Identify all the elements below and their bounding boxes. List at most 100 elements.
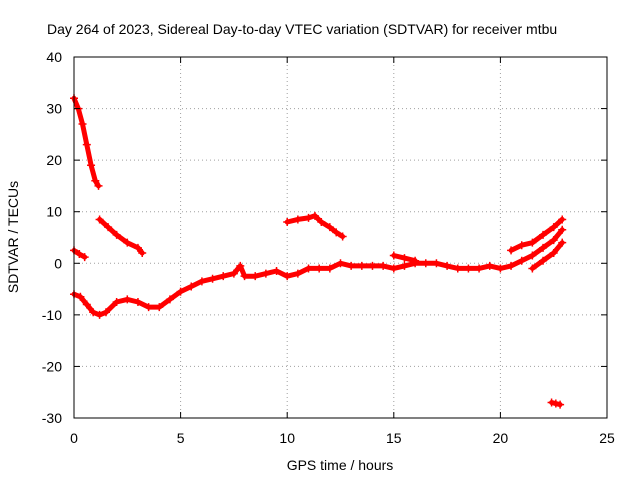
x-tick-label: 10 [279, 430, 295, 446]
data-point [138, 248, 147, 257]
data-point [496, 264, 505, 273]
chart-title: Day 264 of 2023, Sidereal Day-to-day VTE… [47, 21, 557, 37]
data-point [475, 264, 484, 273]
data-point [89, 308, 98, 317]
series-arc-3 [95, 215, 147, 257]
data-point [347, 261, 356, 270]
data-point [95, 310, 104, 319]
data-point [539, 243, 548, 252]
x-tick-label: 15 [386, 430, 402, 446]
data-point [187, 282, 196, 291]
data-point [283, 272, 292, 281]
y-tick-label: 0 [54, 255, 62, 271]
data-point [528, 251, 537, 260]
data-point [332, 228, 341, 237]
data-points [70, 94, 567, 409]
y-axis-label: SDTVAR / TECUs [5, 181, 21, 293]
series-arc-2 [70, 246, 89, 262]
data-point [94, 181, 103, 190]
x-tick-label: 25 [599, 430, 615, 446]
data-point [357, 261, 366, 270]
data-point [123, 238, 132, 247]
data-point [208, 274, 217, 283]
data-point [549, 248, 558, 257]
y-tick-label: 20 [46, 152, 62, 168]
data-point [317, 218, 326, 227]
x-tick-label: 0 [70, 430, 78, 446]
data-point [539, 256, 548, 265]
data-point [507, 261, 516, 270]
data-point [144, 303, 153, 312]
data-point [549, 236, 558, 245]
data-point [315, 264, 324, 273]
y-tick-label: -20 [42, 358, 62, 374]
data-point [176, 287, 185, 296]
data-point [336, 259, 345, 268]
data-point [91, 176, 100, 185]
data-point [95, 215, 104, 224]
data-point [539, 230, 548, 239]
data-point [240, 272, 249, 281]
data-point [528, 264, 537, 273]
data-point [507, 246, 516, 255]
y-tick-label: 10 [46, 204, 62, 220]
data-point [76, 292, 85, 301]
data-point [112, 297, 121, 306]
data-point [165, 295, 174, 304]
series-arc-7 [507, 215, 567, 255]
data-point [261, 269, 270, 278]
series-arc-4 [70, 225, 567, 319]
y-tick-label: 30 [46, 101, 62, 117]
series-line [529, 240, 565, 271]
y-tick-label: -10 [42, 307, 62, 323]
data-point [197, 277, 206, 286]
y-tick-label: -30 [42, 410, 62, 426]
data-point [421, 259, 430, 268]
data-point [411, 256, 420, 265]
data-point [549, 223, 558, 232]
data-point [251, 272, 260, 281]
data-point [82, 300, 91, 309]
series-arc-8 [528, 238, 567, 273]
series-arc-5 [283, 211, 347, 241]
data-point [389, 251, 398, 260]
data-point [389, 264, 398, 273]
data-point [80, 253, 89, 262]
data-point [379, 261, 388, 270]
data-point [443, 261, 452, 270]
data-point [133, 243, 142, 252]
data-point [453, 264, 462, 273]
data-point [338, 232, 347, 241]
data-point [485, 261, 494, 270]
data-point [101, 308, 110, 317]
data-point [558, 238, 567, 247]
data-point [293, 269, 302, 278]
data-point [551, 399, 560, 408]
data-point [219, 272, 228, 281]
x-tick-label: 5 [177, 430, 185, 446]
x-tick-label: 20 [493, 430, 509, 446]
data-point [528, 238, 537, 247]
data-point [236, 261, 245, 270]
data-point [229, 269, 238, 278]
series-line [508, 216, 565, 253]
data-point [75, 250, 84, 259]
y-tick-label: 40 [46, 49, 62, 65]
data-point [325, 264, 334, 273]
data-point [155, 303, 164, 312]
series-line [71, 227, 565, 318]
data-point [400, 261, 409, 270]
data-point [272, 267, 281, 276]
plot-frame [73, 56, 608, 419]
data-point [310, 211, 319, 220]
data-point [123, 295, 132, 304]
data-point [304, 213, 313, 222]
data-point [304, 264, 313, 273]
data-point [464, 264, 473, 273]
data-point [400, 254, 409, 263]
axis-ticks: 0 5 10 15 20 25 -30 -20 -10 0 10 20 30 40 [42, 49, 615, 446]
data-point [432, 259, 441, 268]
series-arc-6 [389, 251, 420, 265]
data-point [558, 215, 567, 224]
